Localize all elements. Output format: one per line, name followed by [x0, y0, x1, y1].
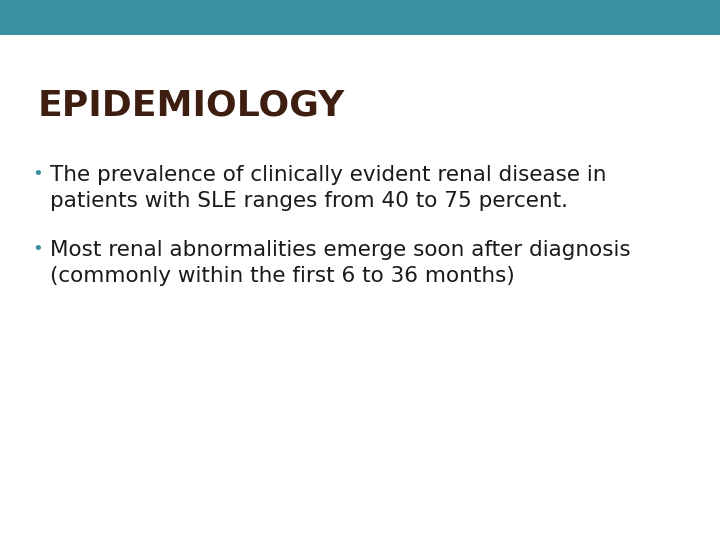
- Text: •: •: [32, 165, 42, 183]
- Text: EPIDEMIOLOGY: EPIDEMIOLOGY: [38, 88, 345, 122]
- Text: •: •: [32, 240, 42, 258]
- Text: Most renal abnormalities emerge soon after diagnosis
(commonly within the first : Most renal abnormalities emerge soon aft…: [50, 240, 631, 286]
- Text: The prevalence of clinically evident renal disease in
patients with SLE ranges f: The prevalence of clinically evident ren…: [50, 165, 606, 211]
- Bar: [0, 0, 720, 35]
